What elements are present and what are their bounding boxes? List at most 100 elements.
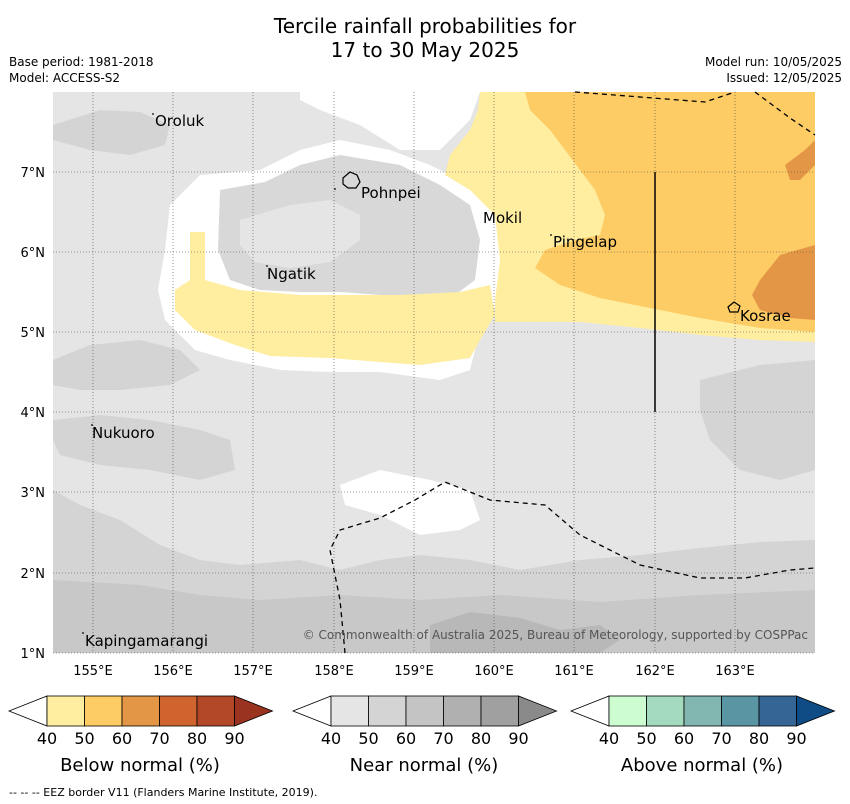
colorbar-segment (480, 695, 519, 727)
colorbar-segment (405, 695, 444, 727)
colorbar-extend-low (7, 695, 48, 727)
latitude-tick-label: 7°N (21, 166, 46, 181)
colorbar-extend-low (291, 695, 332, 727)
place-label-oroluk: Oroluk (155, 112, 204, 130)
colorbar-extend-high (796, 695, 836, 727)
pingelap-dot (550, 234, 552, 236)
colorbar-label-below: Below normal (%) (60, 755, 220, 776)
colorbar-segment (758, 695, 797, 727)
latitude-tick-label: 1°N (21, 647, 46, 662)
colorbar-segment (608, 695, 647, 727)
colorbar-segment (330, 695, 369, 727)
colorbar-segment (683, 695, 722, 727)
colorbar-tick-label: 60 (673, 729, 695, 748)
colorbar-tick-label: 40 (598, 729, 620, 748)
latitude-tick-label: 2°N (21, 567, 46, 582)
longitude-tick-label: 162°E (635, 664, 675, 679)
near-normal-50-oroluk (53, 110, 170, 155)
no-dominant-north (300, 92, 480, 150)
below-normal-60-northeast (785, 140, 815, 180)
below-normal-50-northeast (525, 92, 815, 332)
latitude-tick-label: 6°N (21, 246, 46, 261)
near-normal-50-east (700, 360, 815, 480)
place-label-kosrae: Kosrae (740, 307, 791, 325)
longitude-tick-label: 158°E (314, 664, 354, 679)
place-label-mokil: Mokil (483, 209, 522, 227)
colorbar-tick-label: 70 (711, 729, 732, 748)
longitude-tick-label: 160°E (474, 664, 514, 679)
colorbar-label-near: Near normal (%) (349, 755, 499, 776)
colorbar-segment (646, 695, 685, 727)
longitude-tick-label: 155°E (73, 664, 113, 679)
eez-border-north (574, 91, 736, 103)
colorbar-segment (46, 695, 85, 727)
near-normal-50-nukuoro (53, 415, 235, 480)
latitude-tick-label: 4°N (21, 406, 46, 421)
model-run: Model run: 10/05/2025 (704, 55, 842, 69)
colorbar-tick-label: 60 (111, 729, 133, 748)
colorbar-extend-low (569, 695, 610, 727)
longitude-labels: 155°E 156°E 157°E 158°E 159°E 160°E 161°E 162°E… (73, 664, 755, 679)
pohnpei-island-outline (342, 171, 361, 189)
near-normal-70-south (430, 612, 620, 653)
below-normal-60-kosrae (752, 245, 815, 320)
ant-atoll-dot (334, 188, 336, 190)
longitude-tick-label: 163°E (715, 664, 755, 679)
issued-date: Issued: 12/05/2025 (726, 71, 842, 85)
place-label-pingelap: Pingelap (553, 233, 617, 251)
nukuoro-dot (91, 424, 93, 426)
map-shading (53, 92, 815, 653)
near-normal-60-south (53, 580, 815, 653)
colorbar-tick-label: 50 (636, 729, 657, 748)
colorbar-tick-label: 60 (395, 729, 417, 748)
latitude-tick-label: 5°N (21, 326, 46, 341)
colorbar-tick-label: 90 (224, 729, 245, 748)
oroluk-dot (152, 113, 154, 115)
place-label-pohnpei: Pohnpei (361, 184, 421, 202)
colorbar-segment (196, 695, 235, 727)
eez-border-northeast (754, 91, 816, 136)
latitude-labels: 7°N 6°N 5°N 4°N 3°N 2°N 1°N (21, 166, 46, 662)
place-label-nukuoro: Nukuoro (92, 424, 155, 442)
colorbar-extend-high (518, 695, 558, 727)
colorbar-tick-label: 40 (36, 729, 58, 748)
place-labels: Oroluk Pohnpei Mokil Pingelap Ngatik Kosrae Nu… (85, 112, 791, 650)
colorbar-near-normal (291, 695, 558, 727)
model-name: Model: ACCESS-S2 (9, 71, 121, 85)
colorbar-extend-high (234, 695, 274, 727)
colorbar-tick-label: 80 (470, 729, 492, 748)
colorbar-above-normal (569, 695, 836, 727)
near-normal-50-west (53, 340, 200, 390)
colorbar-segment (443, 695, 482, 727)
colorbar-tick-label: 40 (320, 729, 342, 748)
colorbar-tick-label: 80 (186, 729, 208, 748)
longitude-tick-label: 159°E (394, 664, 434, 679)
colorbar-segment (368, 695, 407, 727)
colorbar-tick-label: 80 (748, 729, 770, 748)
place-label-ngatik: Ngatik (267, 265, 316, 283)
kosrae-island-outline (727, 301, 741, 313)
colorbar-segment (84, 695, 123, 727)
longitude-tick-label: 157°E (233, 664, 273, 679)
colorbar-tick-label: 70 (149, 729, 170, 748)
kapingamarangi-dot (82, 632, 84, 634)
colorbar-label-above: Above normal (%) (620, 755, 784, 776)
eez-border (329, 91, 816, 654)
colorbars (7, 695, 836, 727)
colorbar-tick-label: 50 (74, 729, 95, 748)
colorbar-ticks: 40 50 60 70 80 90 40 50 60 70 80 90 40 50 60 70 80 90 (0, 729, 850, 751)
colorbar-segment (159, 695, 198, 727)
latitude-tick-label: 3°N (21, 486, 46, 501)
map-title-line1: Tercile rainfall probabilities for (273, 14, 577, 38)
place-label-kapingamarangi: Kapingamarangi (85, 632, 208, 650)
longitude-tick-label: 161°E (554, 664, 594, 679)
colorbar-tick-label: 90 (508, 729, 529, 748)
colorbar-tick-label: 90 (786, 729, 807, 748)
colorbar-below-normal (7, 695, 274, 727)
colorbar-segment (721, 695, 760, 727)
ngatik-dot (266, 265, 268, 267)
colorbar-tick-label: 70 (433, 729, 454, 748)
copyright-notice: © Commonwealth of Australia 2025, Bureau… (302, 628, 808, 642)
longitude-tick-label: 156°E (153, 664, 193, 679)
base-period: Base period: 1981-2018 (9, 55, 154, 69)
